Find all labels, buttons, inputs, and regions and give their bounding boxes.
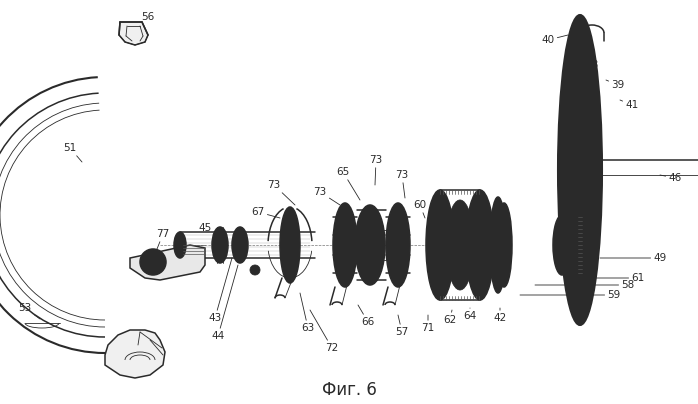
Text: 43: 43 [209, 258, 232, 323]
Text: 59: 59 [520, 290, 621, 300]
Text: 53: 53 [18, 303, 40, 319]
Ellipse shape [280, 207, 300, 283]
Ellipse shape [499, 211, 509, 279]
Ellipse shape [568, 30, 592, 310]
Text: 42: 42 [493, 308, 507, 323]
Ellipse shape [235, 231, 245, 259]
Text: 63: 63 [300, 293, 315, 333]
Ellipse shape [333, 203, 357, 287]
Text: 39: 39 [606, 80, 625, 90]
Ellipse shape [426, 190, 454, 300]
Ellipse shape [558, 210, 582, 280]
Text: 61: 61 [578, 273, 645, 283]
Ellipse shape [470, 198, 490, 292]
Ellipse shape [232, 227, 248, 263]
Circle shape [146, 255, 160, 269]
Text: 71: 71 [422, 315, 435, 333]
Text: 28: 28 [582, 60, 599, 70]
Polygon shape [105, 330, 165, 378]
Text: 41: 41 [620, 100, 639, 110]
Ellipse shape [558, 15, 602, 325]
Circle shape [149, 258, 157, 266]
Text: 56: 56 [133, 12, 155, 27]
Ellipse shape [215, 231, 225, 259]
Text: 46: 46 [660, 173, 682, 183]
Ellipse shape [174, 232, 186, 258]
Ellipse shape [563, 22, 597, 318]
Ellipse shape [212, 227, 228, 263]
Text: 44: 44 [211, 265, 238, 341]
Text: 62: 62 [443, 310, 456, 325]
Text: 49: 49 [600, 253, 667, 263]
Text: 67: 67 [251, 207, 280, 218]
Text: 73: 73 [395, 170, 408, 198]
Ellipse shape [283, 217, 297, 273]
Text: 73: 73 [313, 187, 340, 205]
Ellipse shape [466, 190, 494, 300]
Ellipse shape [390, 211, 406, 279]
Text: 64: 64 [463, 308, 477, 321]
Text: 45: 45 [198, 223, 218, 235]
Ellipse shape [493, 205, 503, 285]
Text: 65: 65 [336, 167, 360, 200]
Ellipse shape [446, 200, 474, 290]
Text: 72: 72 [310, 310, 339, 353]
Text: 51: 51 [64, 143, 82, 162]
Ellipse shape [337, 211, 353, 279]
Ellipse shape [362, 223, 378, 267]
Text: 66: 66 [358, 305, 375, 327]
Text: 52: 52 [108, 353, 130, 363]
Text: 60: 60 [413, 200, 426, 218]
Circle shape [143, 252, 163, 272]
Ellipse shape [386, 203, 410, 287]
Ellipse shape [572, 89, 584, 111]
Ellipse shape [496, 203, 512, 287]
Polygon shape [119, 22, 148, 45]
Ellipse shape [553, 215, 571, 275]
Ellipse shape [430, 198, 450, 292]
Text: 58: 58 [535, 280, 634, 290]
Ellipse shape [490, 197, 506, 293]
Polygon shape [130, 245, 205, 280]
Text: 57: 57 [395, 315, 408, 337]
Ellipse shape [572, 129, 584, 151]
Text: Фиг. 6: Фиг. 6 [322, 381, 376, 399]
Text: 73: 73 [369, 155, 383, 185]
Ellipse shape [572, 189, 584, 211]
Ellipse shape [355, 205, 385, 285]
Circle shape [250, 265, 260, 275]
Text: 40: 40 [542, 35, 568, 45]
Circle shape [140, 249, 166, 275]
Text: 77: 77 [155, 229, 170, 254]
Ellipse shape [562, 217, 578, 273]
Text: 73: 73 [267, 180, 295, 205]
